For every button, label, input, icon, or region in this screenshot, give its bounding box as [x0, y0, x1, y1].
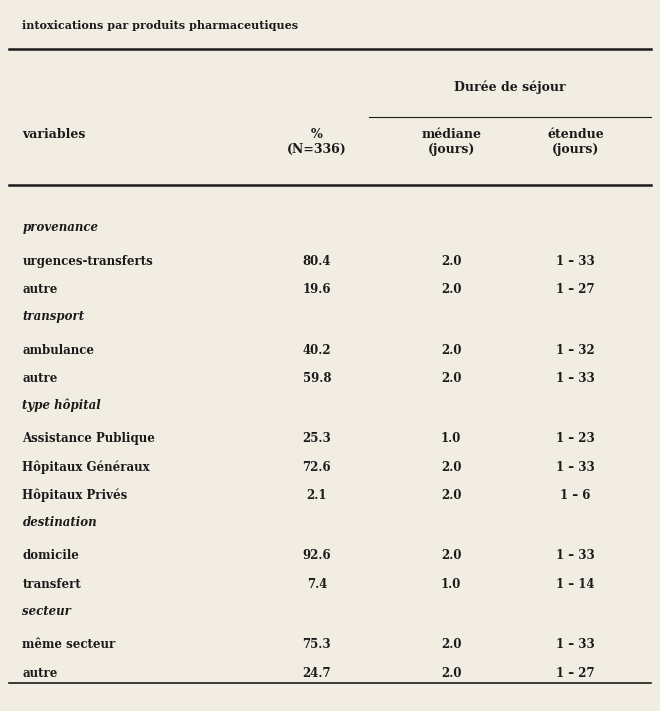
Text: 2.0: 2.0: [441, 461, 461, 474]
Text: Hôpitaux Généraux: Hôpitaux Généraux: [22, 461, 150, 474]
Text: 2.0: 2.0: [441, 489, 461, 502]
Text: domicile: domicile: [22, 550, 79, 562]
Text: 25.3: 25.3: [302, 432, 331, 445]
Text: 1 – 33: 1 – 33: [556, 461, 595, 474]
Text: 1 – 33: 1 – 33: [556, 638, 595, 651]
Text: même secteur: même secteur: [22, 638, 115, 651]
Text: 19.6: 19.6: [303, 283, 331, 296]
Text: 7.4: 7.4: [307, 578, 327, 591]
Text: 1 – 6: 1 – 6: [560, 489, 591, 502]
Text: 2.0: 2.0: [441, 343, 461, 356]
Text: variables: variables: [22, 128, 86, 141]
Text: 75.3: 75.3: [302, 638, 331, 651]
Text: 59.8: 59.8: [303, 372, 331, 385]
Text: 2.0: 2.0: [441, 372, 461, 385]
Text: intoxications par produits pharmaceutiques: intoxications par produits pharmaceutiqu…: [22, 21, 298, 31]
Text: 2.1: 2.1: [307, 489, 327, 502]
Text: 1 – 32: 1 – 32: [556, 343, 595, 356]
Text: Hôpitaux Privés: Hôpitaux Privés: [22, 489, 127, 503]
Text: autre: autre: [22, 283, 58, 296]
Text: 2.0: 2.0: [441, 283, 461, 296]
Text: Assistance Publique: Assistance Publique: [22, 432, 155, 445]
Text: 2.0: 2.0: [441, 667, 461, 680]
Text: 92.6: 92.6: [302, 550, 331, 562]
Text: type hôpital: type hôpital: [22, 399, 101, 412]
Text: 72.6: 72.6: [302, 461, 331, 474]
Text: autre: autre: [22, 667, 58, 680]
Text: secteur: secteur: [22, 604, 71, 618]
Text: 1.0: 1.0: [441, 578, 461, 591]
Text: 2.0: 2.0: [441, 638, 461, 651]
Text: 2.0: 2.0: [441, 550, 461, 562]
Text: 1.0: 1.0: [441, 432, 461, 445]
Text: 1 – 33: 1 – 33: [556, 255, 595, 267]
Text: 24.7: 24.7: [302, 667, 331, 680]
Text: 1 – 27: 1 – 27: [556, 283, 595, 296]
Text: médiane
(jours): médiane (jours): [421, 128, 481, 156]
Text: 40.2: 40.2: [302, 343, 331, 356]
Text: 1 – 33: 1 – 33: [556, 372, 595, 385]
Text: Durée de séjour: Durée de séjour: [454, 80, 566, 94]
Text: ambulance: ambulance: [22, 343, 94, 356]
Text: transport: transport: [22, 310, 84, 323]
Text: 1 – 14: 1 – 14: [556, 578, 595, 591]
Text: 1 – 27: 1 – 27: [556, 667, 595, 680]
Text: 80.4: 80.4: [303, 255, 331, 267]
Text: autre: autre: [22, 372, 58, 385]
Text: %
(N=336): % (N=336): [287, 128, 347, 156]
Text: destination: destination: [22, 515, 97, 529]
Text: 1 – 23: 1 – 23: [556, 432, 595, 445]
Text: étendue
(jours): étendue (jours): [547, 128, 604, 156]
Text: provenance: provenance: [22, 220, 98, 234]
Text: urgences-transferts: urgences-transferts: [22, 255, 153, 267]
Text: 1 – 33: 1 – 33: [556, 550, 595, 562]
Text: 2.0: 2.0: [441, 255, 461, 267]
Text: transfert: transfert: [22, 578, 81, 591]
